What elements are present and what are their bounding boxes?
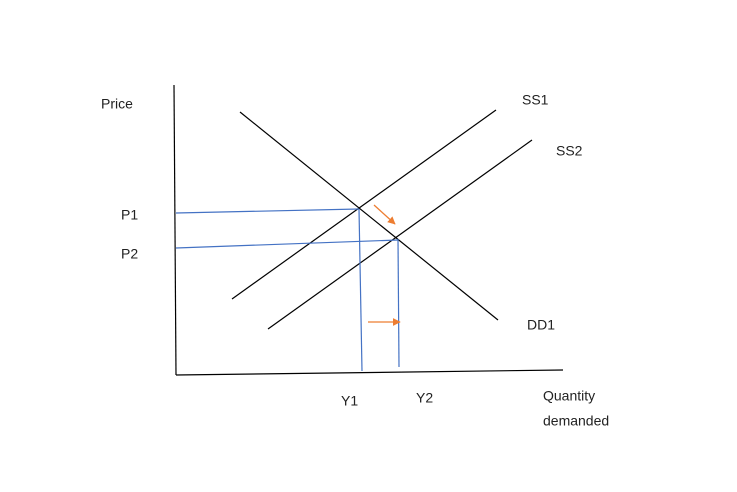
y-axis-label: Price (101, 96, 133, 112)
demand-curve (239, 111, 499, 321)
quantity-guide-2 (397, 238, 400, 368)
x-axis (175, 369, 564, 376)
y-axis (173, 84, 177, 376)
x-axis-label: Quantity (543, 388, 595, 404)
price-label: P2 (121, 246, 138, 262)
curve-label: SS1 (522, 92, 549, 108)
supply-curve-2 (267, 139, 533, 330)
price-guide-1 (175, 208, 360, 214)
shift-arrow (373, 204, 396, 225)
supply-curve-1 (231, 109, 497, 300)
curve-label: SS2 (556, 143, 583, 159)
x-axis-label: demanded (543, 413, 609, 429)
quantity-guide-1 (358, 208, 363, 372)
quantity-label: Y2 (416, 390, 433, 406)
price-label: P1 (121, 207, 138, 223)
quantity-label: Y1 (341, 393, 358, 409)
curve-label: DD1 (527, 317, 555, 333)
price-guide-2 (175, 239, 399, 249)
